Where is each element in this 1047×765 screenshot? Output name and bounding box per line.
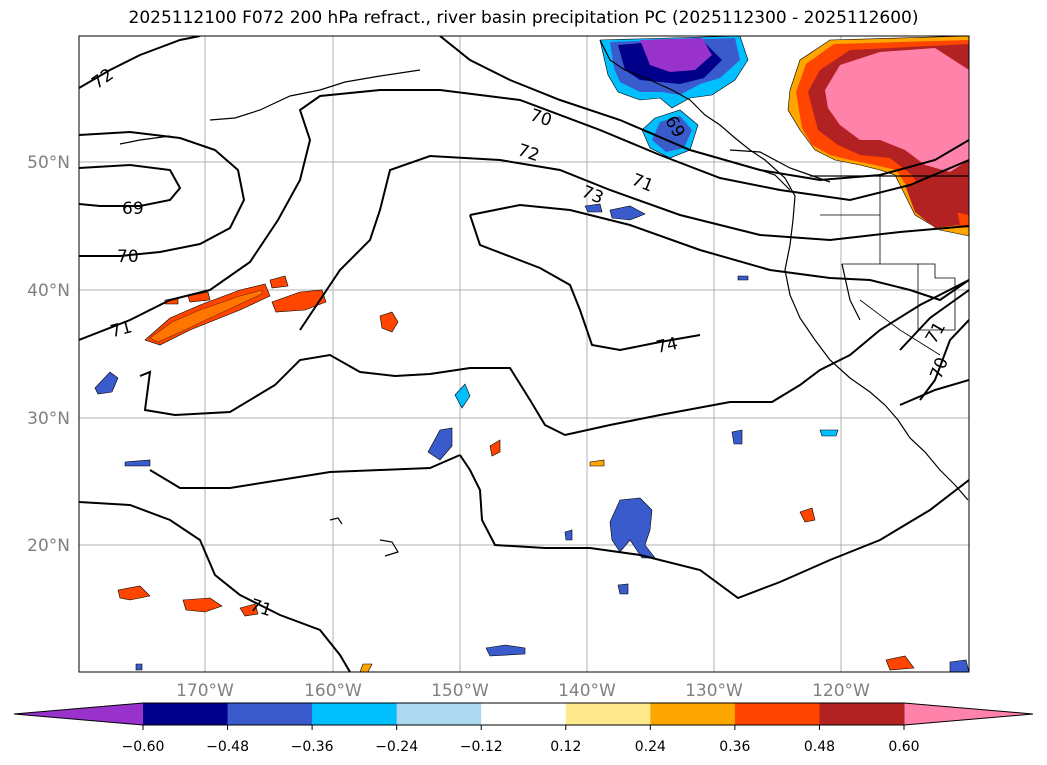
lon-label: 150°W [431, 681, 489, 701]
lon-label: 140°W [558, 681, 616, 701]
colorbar-tick-label: −0.12 [460, 739, 503, 755]
lon-labels: 170°W 160°W 150°W 140°W 130°W 120°W [176, 681, 870, 701]
lat-labels: 50°N 40°N 30°N 20°N [27, 153, 70, 556]
colorbar-segment [312, 703, 398, 725]
map-title: 2025112100 F072 200 hPa refract., river … [128, 8, 919, 28]
contour-label: 70 [117, 247, 139, 267]
colorbar-segment [227, 703, 313, 725]
colorbar-segment [819, 703, 905, 725]
colorbar-tick-label: −0.48 [206, 739, 249, 755]
lon-label: 130°W [685, 681, 743, 701]
colorbar: −0.60 −0.48 −0.36 −0.24 −0.12 0.12 0.24 0.36 0.4… [13, 702, 1034, 755]
colorbar-segment [396, 703, 482, 725]
refractivity-contours [79, 36, 969, 672]
colorbar-tick-label: 0.60 [888, 739, 919, 755]
lon-label: 170°W [176, 681, 234, 701]
contour-label: 69 [122, 199, 144, 219]
precip-scattered-blobs [94, 203, 969, 672]
colorbar-high-extend [904, 703, 1033, 725]
precip-positive-west-streak [144, 275, 399, 346]
colorbar-ticks: −0.60 −0.48 −0.36 −0.24 −0.12 0.12 0.24 0.36 0.4… [122, 725, 920, 755]
lat-label: 40°N [27, 281, 70, 301]
coastlines [119, 39, 969, 557]
colorbar-segment [565, 703, 651, 725]
lon-label: 120°W [812, 681, 870, 701]
colorbar-tick-label: 0.48 [804, 739, 835, 755]
colorbar-segment [734, 703, 820, 725]
colorbar-segment [650, 703, 736, 725]
lat-label: 20°N [27, 536, 70, 556]
colorbar-tick-label: −0.60 [122, 739, 165, 755]
colorbar-tick-label: 0.12 [550, 739, 581, 755]
colorbar-low-extend [14, 703, 143, 725]
colorbar-tick-label: −0.24 [375, 739, 418, 755]
colorbar-segments [143, 703, 905, 725]
colorbar-segment [143, 703, 229, 725]
lat-label: 30°N [27, 409, 70, 429]
map-frame [78, 35, 970, 673]
colorbar-tick-label: 0.36 [719, 739, 750, 755]
precip-negative-north [599, 36, 749, 159]
precip-positive-northeast [787, 36, 969, 237]
contour-label: 74 [654, 334, 679, 358]
lat-label: 50°N [27, 153, 70, 173]
colorbar-tick-label: 0.24 [635, 739, 666, 755]
lon-label: 160°W [304, 681, 362, 701]
colorbar-segment [481, 703, 567, 725]
colorbar-tick-label: −0.36 [291, 739, 334, 755]
